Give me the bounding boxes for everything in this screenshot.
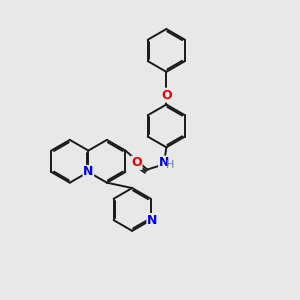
Text: H: H <box>166 160 175 170</box>
Text: O: O <box>161 89 172 102</box>
Text: N: N <box>83 166 94 178</box>
Text: N: N <box>159 156 169 169</box>
Text: O: O <box>131 156 142 169</box>
Text: N: N <box>147 214 158 226</box>
